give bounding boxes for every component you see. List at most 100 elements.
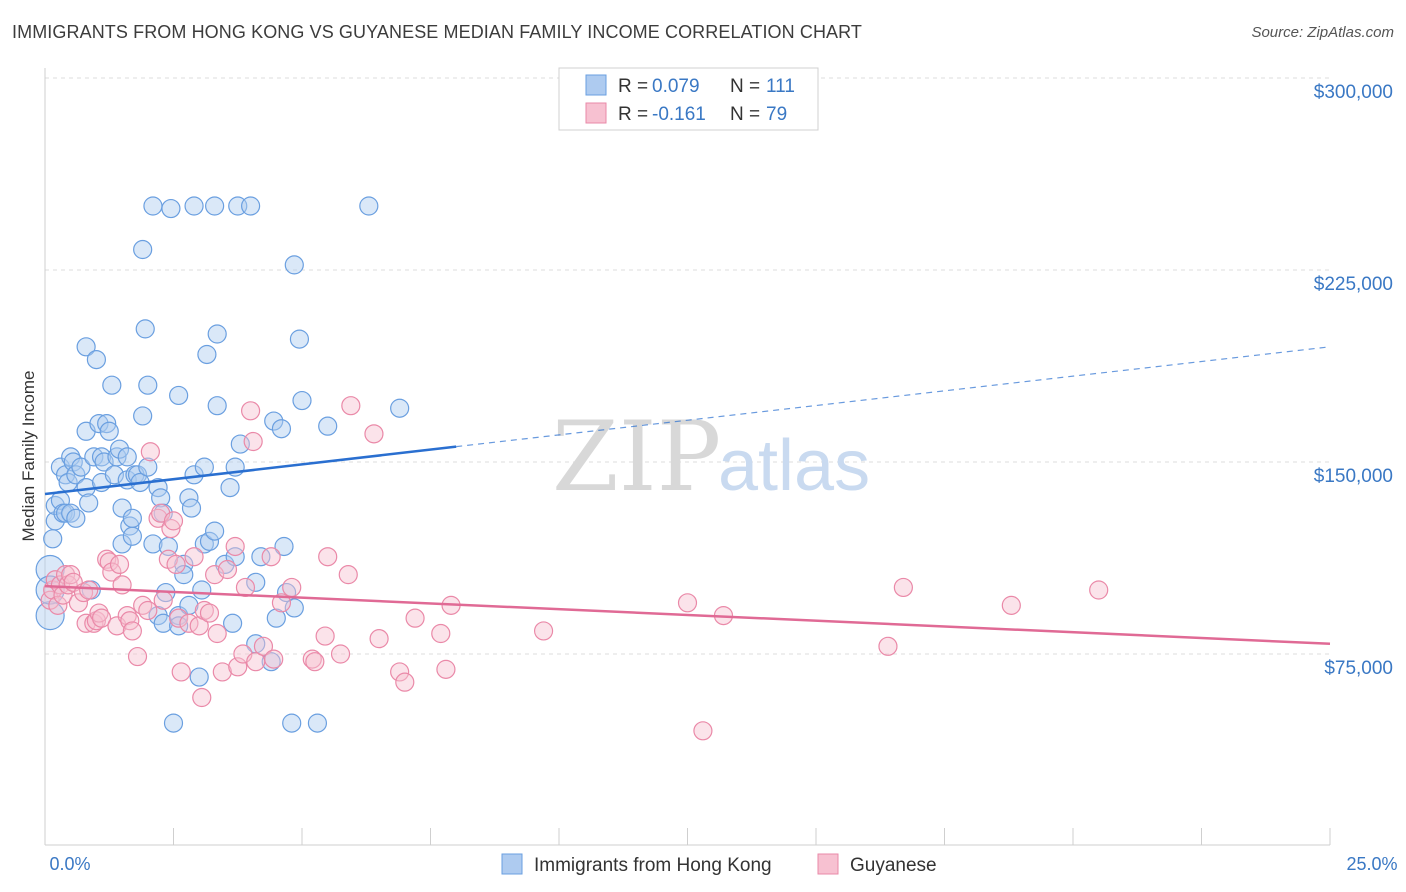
point-guyanese [390,662,410,682]
point-guyanese [207,623,227,644]
point-guyanese [330,644,351,664]
point-guyanese [79,580,99,600]
point-hong-kong [109,439,130,459]
point-guyanese [305,652,325,672]
point-hong-kong [161,198,181,219]
point-guyanese [86,611,107,631]
point-hong-kong [71,457,91,477]
y-tick-label: $225,000 [1314,274,1393,295]
point-guyanese [212,662,232,682]
chart-source: Source: ZipAtlas.com [1251,24,1394,41]
point-hong-kong [122,508,142,528]
bottom-legend-swatch-blue [501,853,523,875]
trend-line-guyanese [44,584,1331,646]
point-guyanese [163,511,184,531]
point-hong-kong [84,447,104,467]
point-hong-kong [45,495,65,516]
point-hong-kong [138,375,158,395]
legend-blue-n-value: 111 [766,76,795,97]
point-hong-kong [169,385,189,406]
point-guyanese [405,608,425,628]
point-hong-kong [135,319,155,339]
point-guyanese [436,659,456,679]
point-guyanese [253,636,274,656]
point-hong-kong [153,613,173,633]
point-hong-kong [94,452,114,472]
point-guyanese [878,636,898,656]
x-axis-ticks [44,828,1331,845]
point-guyanese [228,657,248,677]
point-hong-kong [117,447,137,467]
point-guyanese [271,593,292,613]
point-hong-kong [122,526,142,546]
x-tick-label-max: 25.0% [1346,854,1397,874]
legend-blue-n-label: N = [730,76,760,97]
point-guyanese [68,593,89,613]
legend-blue-r-value: 0.079 [652,76,700,97]
point-guyanese [127,646,148,667]
legend-pink-n-label: N = [730,104,760,125]
point-hong-kong [55,503,76,523]
point-guyanese [112,575,132,595]
legend-box: R = 0.079 N = 111 R = -0.161 N = 79 [558,67,819,131]
point-hong-kong [35,575,65,605]
point-hong-kong [390,398,410,418]
point-hong-kong [189,667,209,687]
point-hong-kong [274,536,294,557]
point-hong-kong [76,337,96,357]
point-guyanese [169,608,189,628]
point-hong-kong [199,531,220,551]
chart-title: IMMIGRANTS FROM HONG KONG VS GUYANESE ME… [12,22,863,42]
point-hong-kong [284,255,304,275]
point-guyanese [241,401,261,421]
point-hong-kong [91,447,112,467]
point-hong-kong [184,196,204,216]
point-hong-kong [282,713,302,733]
point-hong-kong [318,416,338,436]
point-hong-kong [89,414,109,434]
point-hong-kong [163,713,184,733]
point-hong-kong [261,652,281,672]
point-hong-kong [97,414,117,434]
point-hong-kong [251,547,271,567]
point-guyanese [153,590,173,610]
point-guyanese [117,605,137,626]
point-hong-kong [266,608,286,628]
point-hong-kong [197,344,217,365]
point-hong-kong [292,390,312,411]
point-hong-kong [215,554,235,575]
point-hong-kong [79,493,99,513]
point-guyanese [341,396,361,416]
point-guyanese [189,616,209,636]
legend-pink-n-value: 79 [766,104,787,125]
point-guyanese [109,554,130,575]
trend-line-hong-kong-extension [456,346,1331,448]
point-hong-kong [112,534,132,554]
point-hong-kong [307,713,328,733]
point-hong-kong [174,565,194,585]
point-guyanese [395,672,415,692]
legend-swatch-blue [585,74,607,96]
point-guyanese [91,608,112,628]
point-hong-kong [133,406,153,426]
point-hong-kong [107,447,127,467]
point-hong-kong [246,572,266,592]
point-hong-kong [194,534,214,554]
point-guyanese [677,593,698,613]
point-hong-kong [66,508,86,528]
point-guyanese [194,600,214,621]
trend-lines [44,346,1331,646]
point-guyanese [161,518,181,539]
point-guyanese [364,424,384,444]
point-hong-kong [43,529,63,549]
legend-blue-r-label: R = [618,76,648,97]
point-hong-kong [194,457,214,477]
y-tick-label: $75,000 [1324,658,1393,679]
point-guyanese [171,662,191,682]
point-hong-kong [220,478,240,498]
point-hong-kong [102,375,122,395]
bottom-legend-label-hong-kong: Immigrants from Hong Kong [534,855,772,876]
point-guyanese [431,623,451,644]
bottom-legend-swatch-pink [817,853,839,875]
